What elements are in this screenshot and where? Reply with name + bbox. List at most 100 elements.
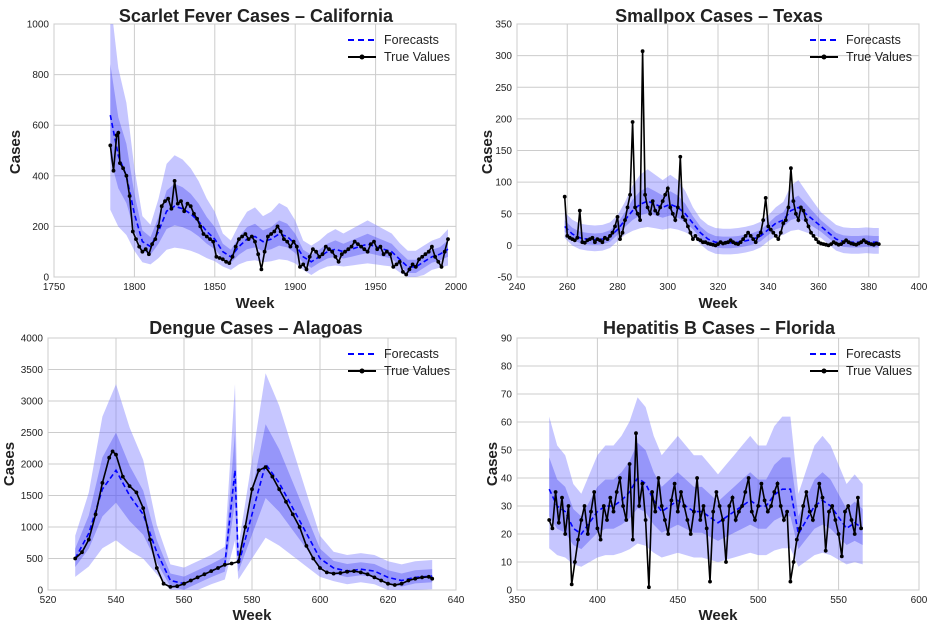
y-tick-label: 1000 <box>27 20 50 31</box>
true-value-point <box>291 239 296 244</box>
true-value-point <box>426 249 431 254</box>
legend-truth-label: True Values <box>846 364 912 378</box>
grid <box>47 337 457 591</box>
true-value-point <box>311 556 316 561</box>
x-tick-label: 350 <box>509 595 526 606</box>
true-value-point <box>781 221 786 226</box>
legend-forecast-label: Forecasts <box>384 347 439 361</box>
x-tick-label: 560 <box>176 595 193 606</box>
x-tick-label: 400 <box>589 595 606 606</box>
true-value-point <box>195 575 200 580</box>
true-value-point <box>404 272 409 277</box>
true-value-point <box>202 572 207 577</box>
y-axis-label: Cases <box>7 130 24 174</box>
true-value-point <box>711 509 716 514</box>
true-value-point <box>614 490 619 494</box>
true-value-point <box>623 218 627 223</box>
y-tick-label: 50 <box>501 209 513 220</box>
true-value-point <box>796 218 801 223</box>
true-value-point <box>794 537 799 542</box>
legend: Forecasts True Values <box>810 347 912 378</box>
true-value-point <box>820 495 825 500</box>
true-value-point <box>753 518 757 522</box>
y-tick-label: 500 <box>26 554 43 565</box>
true-value-point <box>141 506 146 510</box>
true-value-point <box>391 265 396 269</box>
x-tick-label: 260 <box>559 282 576 293</box>
true-value-point <box>720 518 725 522</box>
true-value-point <box>446 237 450 242</box>
forecast-band-outer <box>549 397 863 567</box>
true-value-point <box>789 166 793 171</box>
true-value-point <box>579 518 584 522</box>
true-value-point <box>156 224 161 229</box>
y-tick-label: 40 <box>501 474 513 485</box>
true-value-point <box>188 204 193 209</box>
true-value-point <box>593 240 597 245</box>
true-value-point <box>598 537 603 542</box>
true-value-point <box>856 495 860 500</box>
true-value-point <box>643 518 648 522</box>
true-value-point <box>137 244 142 249</box>
y-tick-label: 0 <box>506 241 512 252</box>
true-value-point <box>776 237 781 242</box>
series <box>108 114 450 277</box>
true-value-point <box>124 173 129 178</box>
y-tick-label: 0 <box>43 273 49 284</box>
legend: Forecasts True Values <box>348 347 450 378</box>
true-value-point <box>771 230 776 235</box>
y-tick-label: 90 <box>501 334 513 345</box>
true-value-point <box>811 518 815 522</box>
true-value-point <box>783 218 788 223</box>
true-value-point <box>166 196 171 201</box>
true-value-point <box>154 566 159 570</box>
true-value-point <box>356 242 360 247</box>
x-tick-label: 320 <box>710 282 727 293</box>
y-tick-label: -50 <box>498 273 513 284</box>
true-value-point <box>86 537 91 542</box>
true-value-point <box>111 168 116 173</box>
true-value-point <box>650 490 654 494</box>
forecast-band-inner <box>549 442 863 550</box>
true-value-point <box>727 504 732 508</box>
true-value-point <box>693 234 698 238</box>
true-value-point <box>766 224 771 229</box>
true-value-point <box>645 205 650 210</box>
x-tick-label: 450 <box>669 595 686 606</box>
true-value-point <box>659 504 664 508</box>
true-value-point <box>127 484 132 488</box>
grid <box>516 23 920 278</box>
true-value-point <box>327 247 331 252</box>
chart-title: Hepatitis B Cases – Florida <box>603 318 836 338</box>
y-tick-label: 250 <box>495 83 512 94</box>
true-value-point <box>743 234 748 238</box>
true-value-point <box>876 242 881 247</box>
true-values-line <box>548 433 862 588</box>
true-value-point <box>758 230 763 235</box>
chart-dengue-alagoas: Dengue Cases – Alagoas 520 540 560 580 600 62… <box>1 318 465 624</box>
true-value-point <box>304 267 309 272</box>
true-value-point <box>346 247 351 252</box>
true-value-point <box>608 234 612 238</box>
true-value-point <box>379 578 384 583</box>
true-value-point <box>224 259 229 264</box>
true-value-point <box>759 481 764 486</box>
true-value-point <box>608 495 613 500</box>
true-value-point <box>314 249 318 254</box>
true-value-point <box>284 499 288 504</box>
true-value-point <box>108 143 113 148</box>
true-value-point <box>859 526 863 531</box>
true-value-point <box>420 254 425 259</box>
y-tick-label: 30 <box>501 502 513 513</box>
true-value-point <box>830 504 835 508</box>
tick-labels: 350 400 450 500 550 600 0 10 20 30 40 50 60 70 80 90 <box>501 334 928 607</box>
true-value-point <box>93 512 98 517</box>
true-value-point <box>381 252 386 257</box>
true-value-point <box>852 532 857 536</box>
y-tick-label: 20 <box>501 530 513 541</box>
y-tick-label: 4000 <box>21 334 44 345</box>
y-tick-label: 350 <box>495 20 512 31</box>
true-value-point <box>243 525 248 529</box>
true-value-point <box>692 509 696 514</box>
true-value-point <box>740 504 744 508</box>
